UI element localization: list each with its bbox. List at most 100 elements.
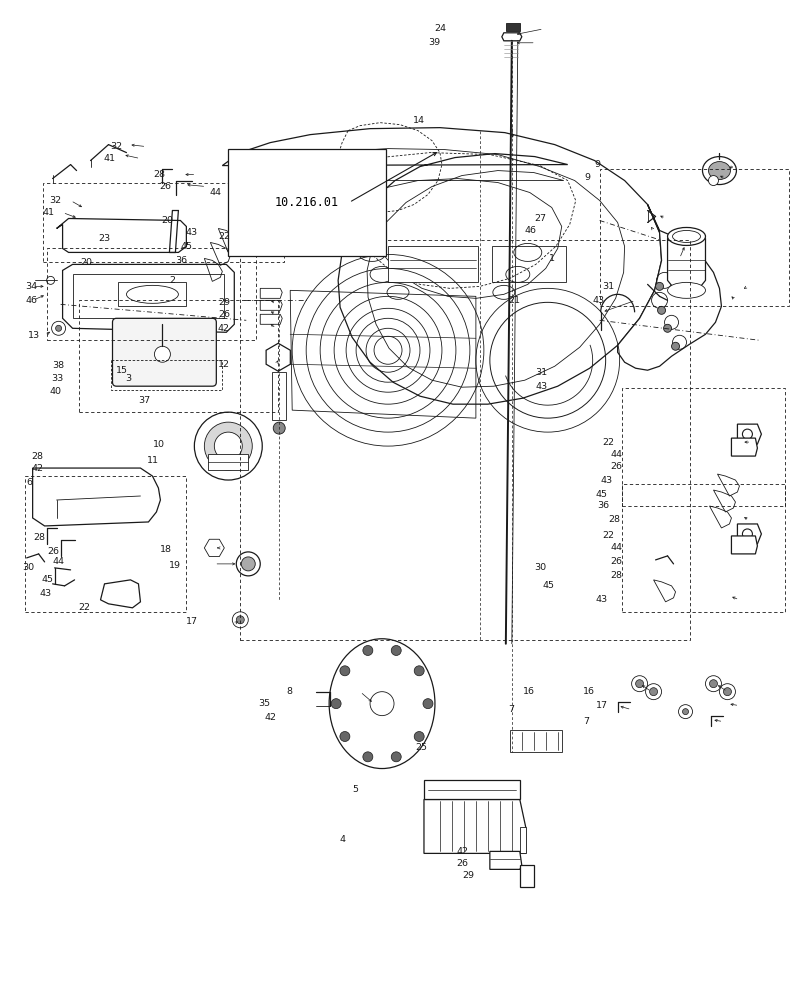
Polygon shape xyxy=(272,372,285,420)
Text: 3: 3 xyxy=(126,374,131,383)
Polygon shape xyxy=(489,851,521,869)
Text: 46: 46 xyxy=(524,226,536,235)
Text: 26: 26 xyxy=(610,462,621,471)
Text: 30: 30 xyxy=(22,563,34,572)
Text: 16: 16 xyxy=(582,687,594,696)
Text: 26: 26 xyxy=(48,547,60,556)
Circle shape xyxy=(663,324,671,332)
Text: 11: 11 xyxy=(147,456,158,465)
Circle shape xyxy=(631,676,647,692)
Polygon shape xyxy=(101,580,140,608)
Text: 28: 28 xyxy=(610,571,621,580)
Text: 2: 2 xyxy=(169,276,175,285)
Text: 17: 17 xyxy=(185,617,197,626)
Ellipse shape xyxy=(708,176,718,186)
Text: 17: 17 xyxy=(595,701,607,710)
Text: 42: 42 xyxy=(264,713,277,722)
Text: 45: 45 xyxy=(542,581,553,590)
Text: 22: 22 xyxy=(602,531,613,540)
Circle shape xyxy=(272,422,285,434)
Text: 9: 9 xyxy=(594,160,599,169)
Ellipse shape xyxy=(702,157,736,185)
Text: 22: 22 xyxy=(79,603,90,612)
Text: 18: 18 xyxy=(160,545,171,554)
Text: 46: 46 xyxy=(25,296,37,305)
Text: 36: 36 xyxy=(597,501,609,510)
Text: 45: 45 xyxy=(180,242,192,251)
Text: 15: 15 xyxy=(116,366,127,375)
Text: 1: 1 xyxy=(548,254,554,263)
Text: 8: 8 xyxy=(285,687,292,696)
Text: 44: 44 xyxy=(610,543,621,552)
Text: 9: 9 xyxy=(584,173,590,182)
Polygon shape xyxy=(736,524,761,544)
Text: 40: 40 xyxy=(49,387,62,396)
Polygon shape xyxy=(519,865,533,887)
Text: 28: 28 xyxy=(33,533,45,542)
Text: 45: 45 xyxy=(41,575,54,584)
Polygon shape xyxy=(246,183,268,199)
FancyBboxPatch shape xyxy=(113,318,216,386)
Circle shape xyxy=(331,699,341,709)
Text: 10.216.01: 10.216.01 xyxy=(275,196,339,209)
Circle shape xyxy=(423,699,432,709)
Text: 28: 28 xyxy=(32,452,44,461)
Text: 44: 44 xyxy=(610,450,621,459)
Text: 10: 10 xyxy=(153,440,165,449)
Circle shape xyxy=(363,645,372,655)
Polygon shape xyxy=(667,238,705,290)
Text: 5: 5 xyxy=(352,785,358,794)
Text: 30: 30 xyxy=(534,563,546,572)
Text: 7: 7 xyxy=(508,705,513,714)
Text: 16: 16 xyxy=(522,687,534,696)
Text: 32: 32 xyxy=(49,196,62,205)
Text: 36: 36 xyxy=(174,256,187,265)
Circle shape xyxy=(340,666,350,676)
Ellipse shape xyxy=(667,282,705,298)
Text: 29: 29 xyxy=(217,298,230,307)
Circle shape xyxy=(709,680,717,688)
Circle shape xyxy=(635,680,643,688)
Circle shape xyxy=(391,645,401,655)
Text: 21: 21 xyxy=(508,296,520,305)
Circle shape xyxy=(414,666,423,676)
Ellipse shape xyxy=(194,412,262,480)
Circle shape xyxy=(671,342,679,350)
Text: 29: 29 xyxy=(462,871,474,880)
Text: 43: 43 xyxy=(185,228,197,237)
Text: 35: 35 xyxy=(258,699,270,708)
Text: 32: 32 xyxy=(110,142,122,151)
Text: 41: 41 xyxy=(104,154,115,163)
Text: 28: 28 xyxy=(608,515,620,524)
Text: 42: 42 xyxy=(32,464,44,473)
Circle shape xyxy=(55,325,62,331)
Text: 43: 43 xyxy=(592,296,604,305)
Text: 7: 7 xyxy=(582,717,588,726)
Text: 26: 26 xyxy=(456,859,468,868)
Polygon shape xyxy=(260,314,282,324)
Polygon shape xyxy=(505,23,519,31)
Polygon shape xyxy=(501,33,521,41)
Text: 44: 44 xyxy=(209,188,221,197)
Text: 4: 4 xyxy=(339,835,345,844)
Circle shape xyxy=(236,552,260,576)
Polygon shape xyxy=(736,424,761,444)
Text: 41: 41 xyxy=(43,208,55,217)
Text: 42: 42 xyxy=(456,847,468,856)
Text: 28: 28 xyxy=(153,170,165,179)
Polygon shape xyxy=(260,300,282,310)
Text: 43: 43 xyxy=(40,589,52,598)
Text: 26: 26 xyxy=(217,310,230,319)
Text: 31: 31 xyxy=(602,282,614,291)
Text: 43: 43 xyxy=(600,476,612,485)
Text: 33: 33 xyxy=(51,374,63,383)
Text: 45: 45 xyxy=(595,490,607,499)
Circle shape xyxy=(705,676,720,692)
Text: 44: 44 xyxy=(53,557,65,566)
Text: 26: 26 xyxy=(610,557,621,566)
Ellipse shape xyxy=(708,162,730,180)
Polygon shape xyxy=(266,343,290,371)
Text: 19: 19 xyxy=(169,561,180,570)
Text: 25: 25 xyxy=(415,743,427,752)
Circle shape xyxy=(340,732,350,742)
